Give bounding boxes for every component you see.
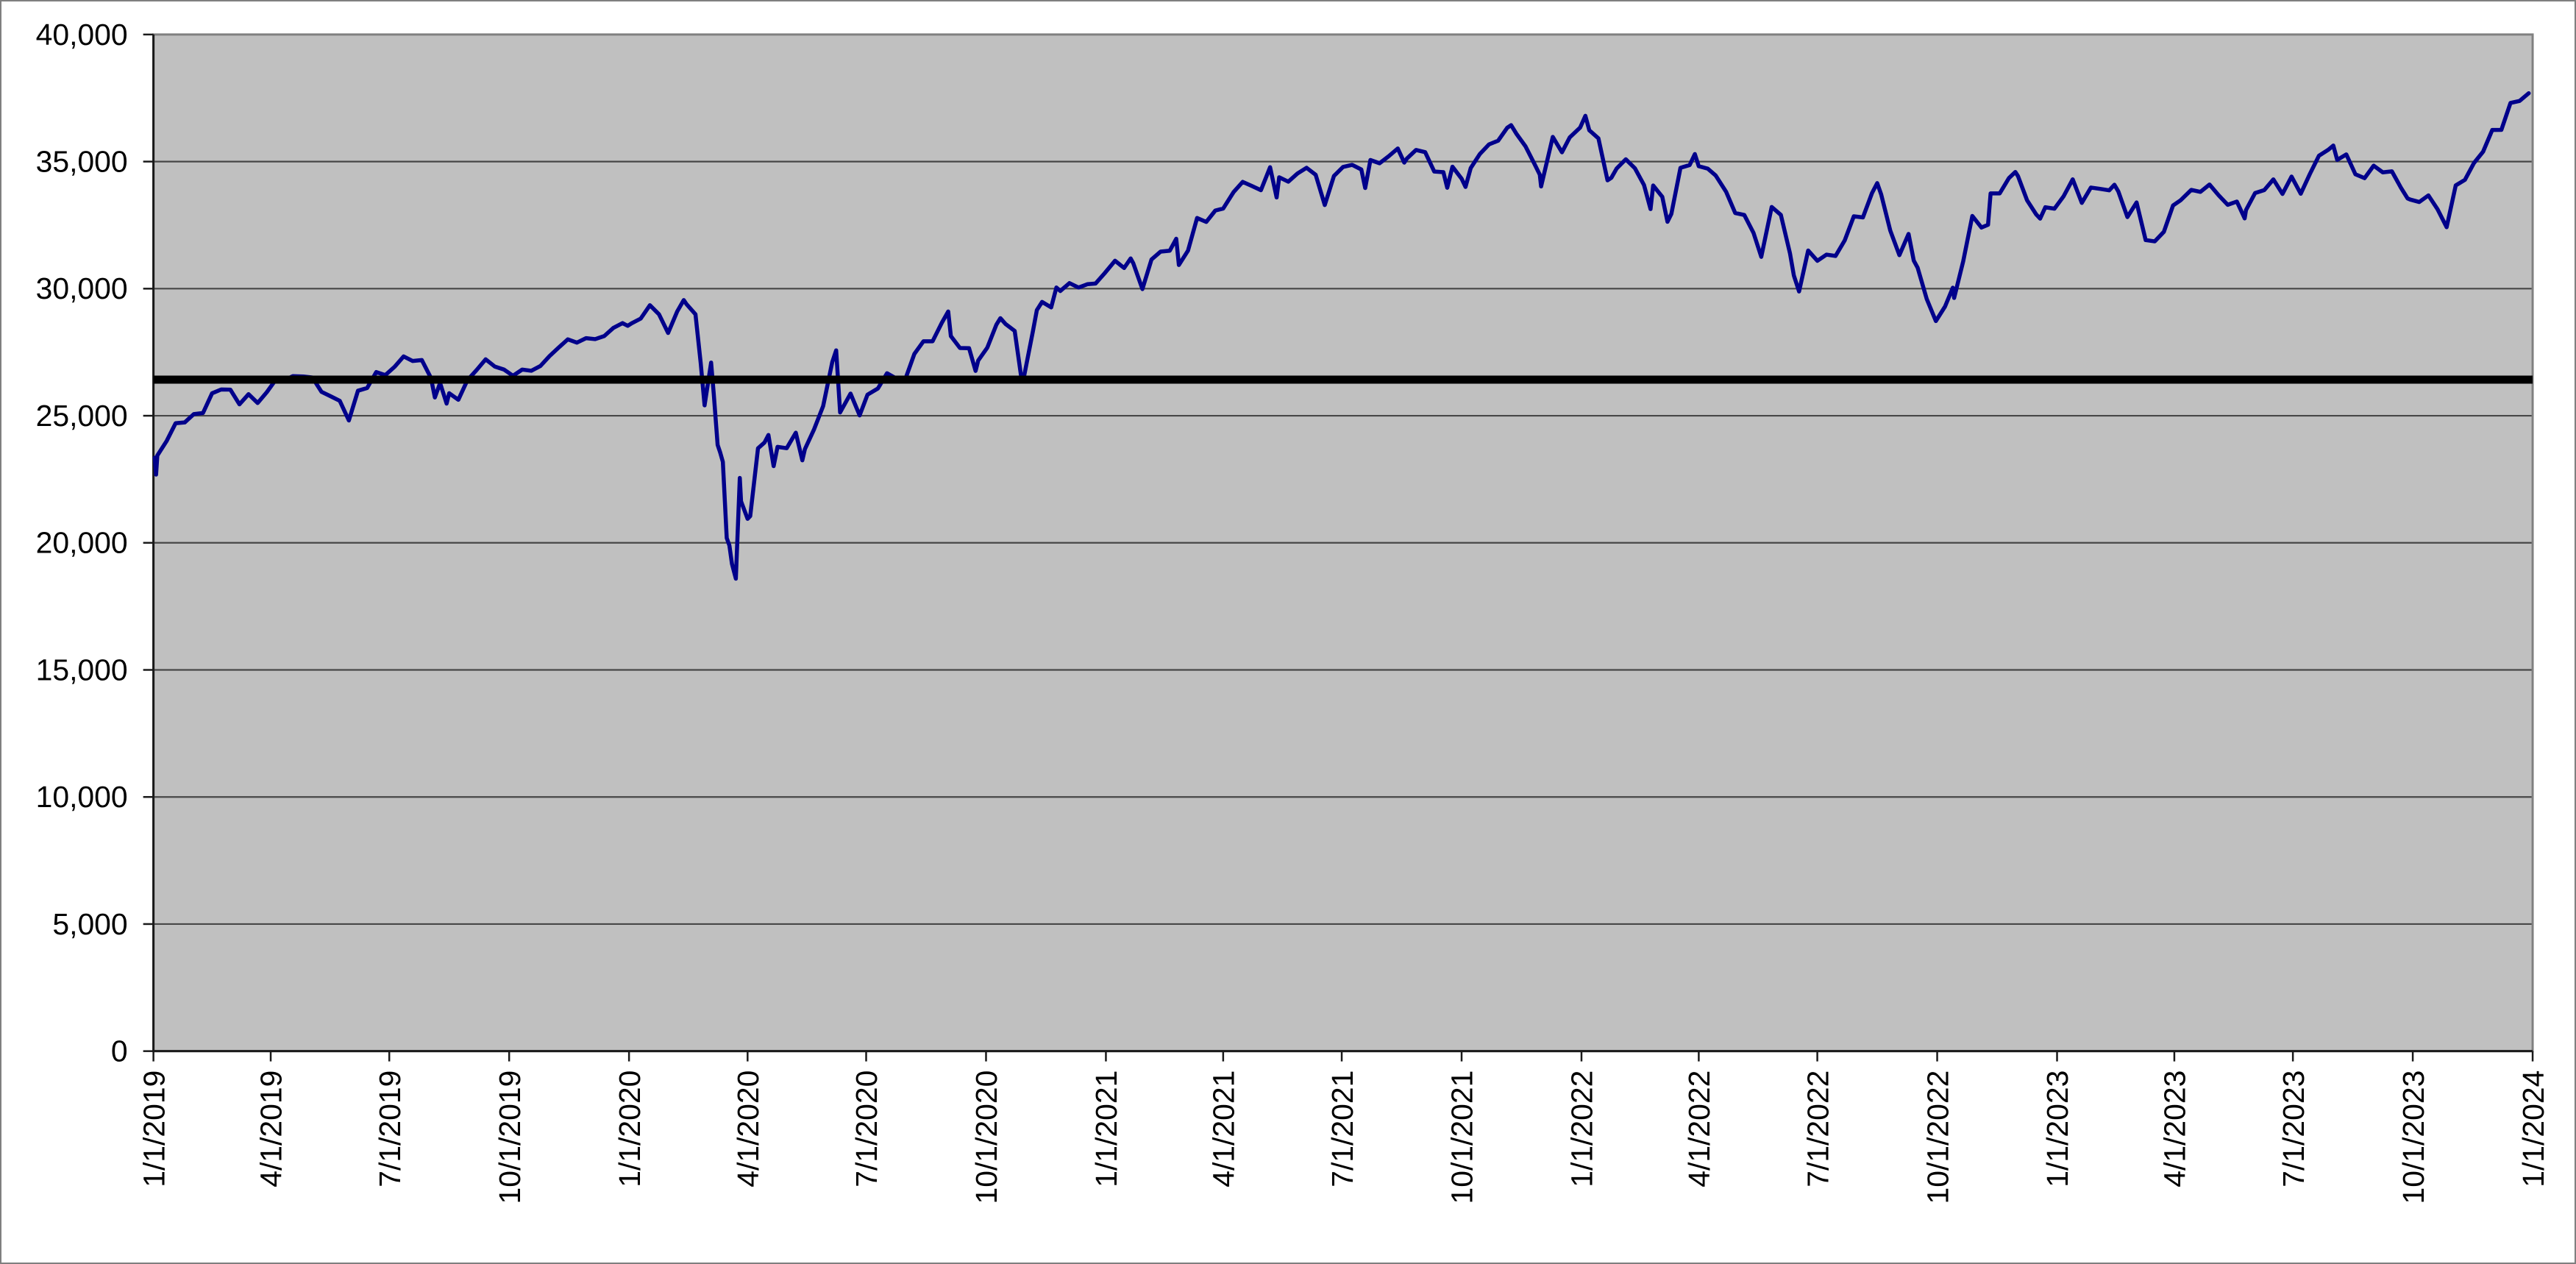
x-axis-tick-label: 1/1/2024 xyxy=(2516,1071,2550,1187)
x-axis-tick-label: 10/1/2020 xyxy=(969,1071,1003,1204)
y-axis-tick-label: 40,000 xyxy=(36,18,128,52)
x-axis-tick-label: 1/1/2022 xyxy=(1565,1071,1599,1187)
x-axis-tick-label: 7/1/2023 xyxy=(2277,1071,2310,1187)
x-axis-tick-label: 4/1/2019 xyxy=(255,1071,288,1187)
x-axis-tick-label: 7/1/2019 xyxy=(373,1071,407,1187)
y-axis-tick-label: 30,000 xyxy=(36,271,128,305)
y-axis-tick-label: 5,000 xyxy=(52,907,127,941)
y-axis-tick-label: 20,000 xyxy=(36,526,128,560)
data-series-line xyxy=(152,90,2531,581)
x-axis-tick-label: 10/1/2023 xyxy=(2397,1071,2430,1204)
x-axis-tick-label: 4/1/2021 xyxy=(1207,1071,1241,1187)
y-axis-tick-label: 0 xyxy=(111,1034,128,1068)
x-axis-tick-label: 1/1/2019 xyxy=(137,1071,171,1187)
x-axis-tick-label: 10/1/2019 xyxy=(493,1071,527,1204)
x-axis-tick-label: 1/1/2023 xyxy=(2040,1071,2074,1187)
y-axis-tick-label: 15,000 xyxy=(36,653,128,686)
x-axis-tick-label: 4/1/2023 xyxy=(2158,1071,2192,1187)
y-axis-tick-label: 25,000 xyxy=(36,399,128,433)
x-axis-tick-label: 4/1/2022 xyxy=(1682,1071,1716,1187)
y-axis-tick-label: 35,000 xyxy=(36,145,128,179)
x-axis-tick-label: 7/1/2021 xyxy=(1326,1071,1359,1187)
x-axis-tick-label: 4/1/2020 xyxy=(731,1071,765,1187)
x-axis-tick-label: 7/1/2022 xyxy=(1801,1071,1835,1187)
x-axis-tick-label: 10/1/2021 xyxy=(1445,1071,1479,1204)
x-axis-tick-label: 1/1/2020 xyxy=(613,1071,647,1187)
x-axis-tick-label: 10/1/2022 xyxy=(1921,1071,1954,1204)
y-axis-tick-label: 10,000 xyxy=(36,780,128,814)
x-axis-tick-label: 7/1/2020 xyxy=(850,1071,883,1187)
x-axis-tick-label: 1/1/2021 xyxy=(1089,1071,1123,1187)
